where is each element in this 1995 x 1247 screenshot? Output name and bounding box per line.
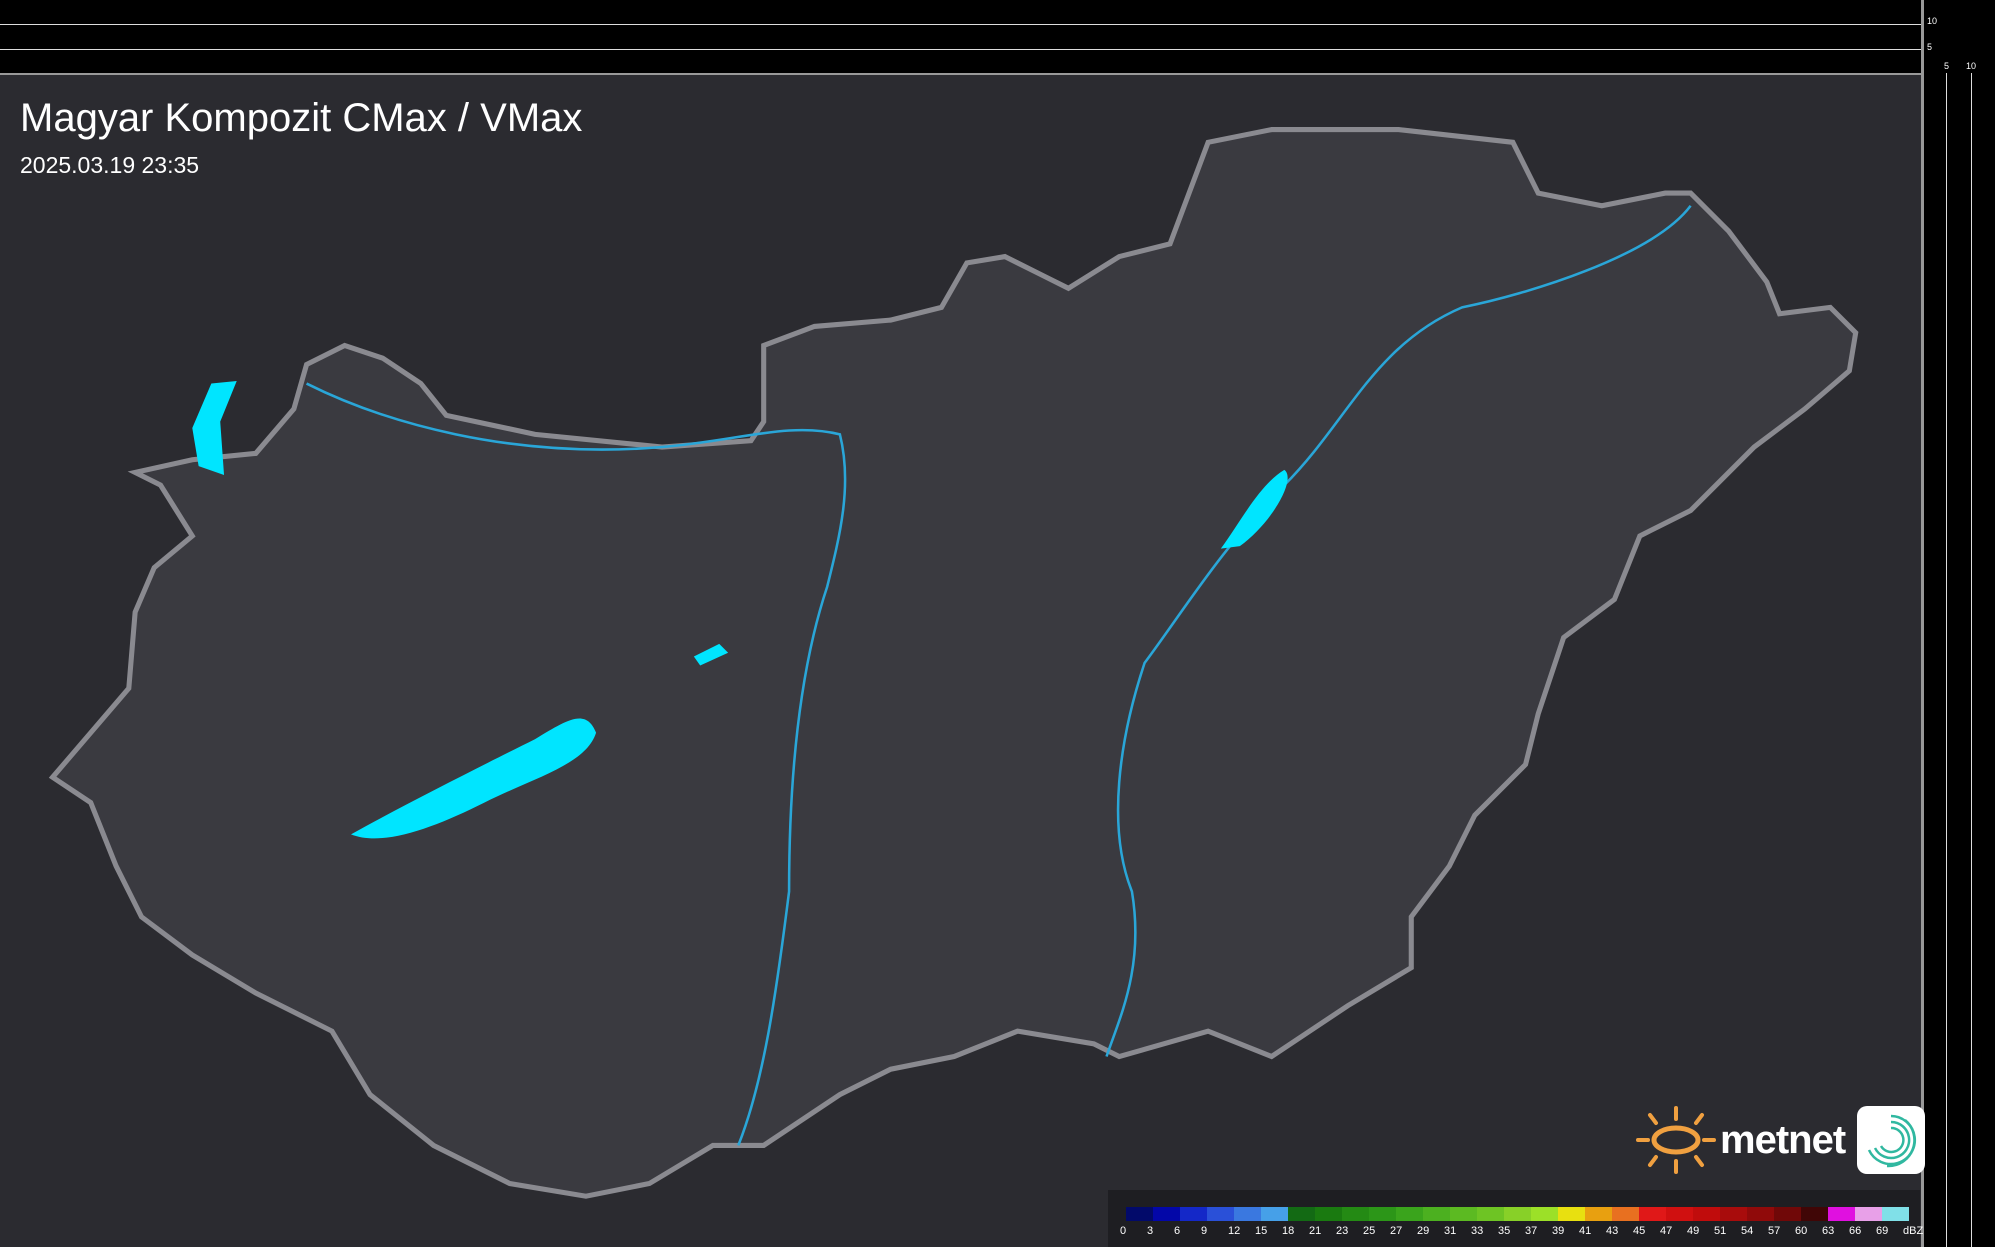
legend-label: 45 (1633, 1225, 1646, 1237)
logo-text: metnet (1720, 1117, 1846, 1162)
legend-label: 3 (1147, 1225, 1154, 1237)
vertical-profile-right: 10 5 5 10 (1921, 0, 1995, 1247)
tick-label: 10 (1966, 61, 1977, 71)
legend-label: 23 (1336, 1225, 1349, 1237)
legend-label: 33 (1471, 1225, 1484, 1237)
legend-label: 31 (1444, 1225, 1457, 1237)
legend-label: 47 (1660, 1225, 1673, 1237)
legend-swatch (1153, 1207, 1180, 1221)
legend-swatch (1369, 1207, 1396, 1221)
tick-label: 5 (1927, 42, 1933, 52)
legend-label: 25 (1363, 1225, 1376, 1237)
legend-label: 57 (1768, 1225, 1781, 1237)
tick-label: 5 (1944, 61, 1950, 71)
legend-unit: dBZ (1903, 1225, 1924, 1237)
grid-line (1946, 73, 1947, 1247)
legend-swatch (1450, 1207, 1477, 1221)
legend-swatch (1639, 1207, 1666, 1221)
legend-swatch (1612, 1207, 1639, 1221)
color-legend: 0 3 6 9 12 15 18 21 23 25 27 29 31 33 35 37 39 41 43 45 47 49… (1108, 1190, 1923, 1247)
tick-label: 10 (1927, 16, 1938, 26)
legend-label: 35 (1498, 1225, 1511, 1237)
app-icon (1857, 1106, 1926, 1174)
legend-swatch (1531, 1207, 1558, 1221)
map-title: Magyar Kompozit CMax / VMax (20, 96, 583, 140)
lake-tisza (1220, 469, 1288, 549)
country-outline (48, 127, 1859, 1199)
legend-label: 66 (1849, 1225, 1862, 1237)
legend-swatch (1396, 1207, 1423, 1221)
legend-swatch (1747, 1207, 1774, 1221)
legend-swatch (1558, 1207, 1585, 1221)
legend-label: 49 (1687, 1225, 1700, 1237)
hungary-map (48, 127, 1859, 1199)
legend-swatch (1288, 1207, 1315, 1221)
legend-label: 12 (1228, 1225, 1241, 1237)
legend-swatch (1774, 1207, 1801, 1221)
legend-label: 54 (1741, 1225, 1754, 1237)
radar-map[interactable]: Magyar Kompozit CMax / VMax 2025.03.19 2… (0, 75, 1921, 1247)
tisza-river (1105, 205, 1692, 1057)
danube-river (305, 382, 847, 1146)
legend-label: 0 (1120, 1225, 1127, 1237)
legend-label: 60 (1795, 1225, 1808, 1237)
legend-label: 18 (1282, 1225, 1295, 1237)
legend-label: 37 (1525, 1225, 1538, 1237)
legend-label: 6 (1174, 1225, 1181, 1237)
legend-label: 27 (1390, 1225, 1403, 1237)
lake-neusiedl (192, 381, 237, 475)
legend-swatch (1504, 1207, 1531, 1221)
legend-label: 63 (1822, 1225, 1835, 1237)
legend-label: 15 (1255, 1225, 1268, 1237)
legend-swatch (1720, 1207, 1747, 1221)
vertical-profile-top (0, 0, 1921, 75)
legend-swatch (1234, 1207, 1261, 1221)
legend-swatch (1666, 1207, 1693, 1221)
metnet-logo: metnet (1636, 1105, 1926, 1175)
legend-label: 9 (1201, 1225, 1208, 1237)
lake-balaton (351, 718, 597, 839)
legend-label: 39 (1552, 1225, 1565, 1237)
legend-label: 69 (1876, 1225, 1889, 1237)
legend-swatch (1477, 1207, 1504, 1221)
grid-line (0, 49, 1921, 50)
legend-swatch (1828, 1207, 1855, 1221)
legend-swatch (1207, 1207, 1234, 1221)
legend-swatch (1126, 1207, 1153, 1221)
legend-swatch (1882, 1207, 1909, 1221)
legend-label: 29 (1417, 1225, 1430, 1237)
legend-swatch (1693, 1207, 1720, 1221)
sun-icon (1636, 1106, 1716, 1174)
legend-labels: 0 3 6 9 12 15 18 21 23 25 27 29 31 33 35 37 39 41 43 45 47 49… (1120, 1225, 1930, 1237)
legend-swatch (1261, 1207, 1288, 1221)
legend-swatch (1423, 1207, 1450, 1221)
legend-label: 21 (1309, 1225, 1322, 1237)
legend-swatch (1585, 1207, 1612, 1221)
legend-color-bar (1126, 1207, 1909, 1221)
legend-label: 41 (1579, 1225, 1592, 1237)
grid-line (1971, 73, 1972, 1247)
legend-swatch (1315, 1207, 1342, 1221)
legend-swatch (1855, 1207, 1882, 1221)
legend-label: 51 (1714, 1225, 1727, 1237)
legend-label: 43 (1606, 1225, 1619, 1237)
legend-swatch (1180, 1207, 1207, 1221)
timestamp: 2025.03.19 23:35 (20, 152, 200, 178)
swirl-icon (1868, 1114, 1917, 1168)
lake-velence (693, 643, 729, 666)
legend-swatch (1342, 1207, 1369, 1221)
legend-swatch (1801, 1207, 1828, 1221)
grid-line (0, 24, 1921, 25)
